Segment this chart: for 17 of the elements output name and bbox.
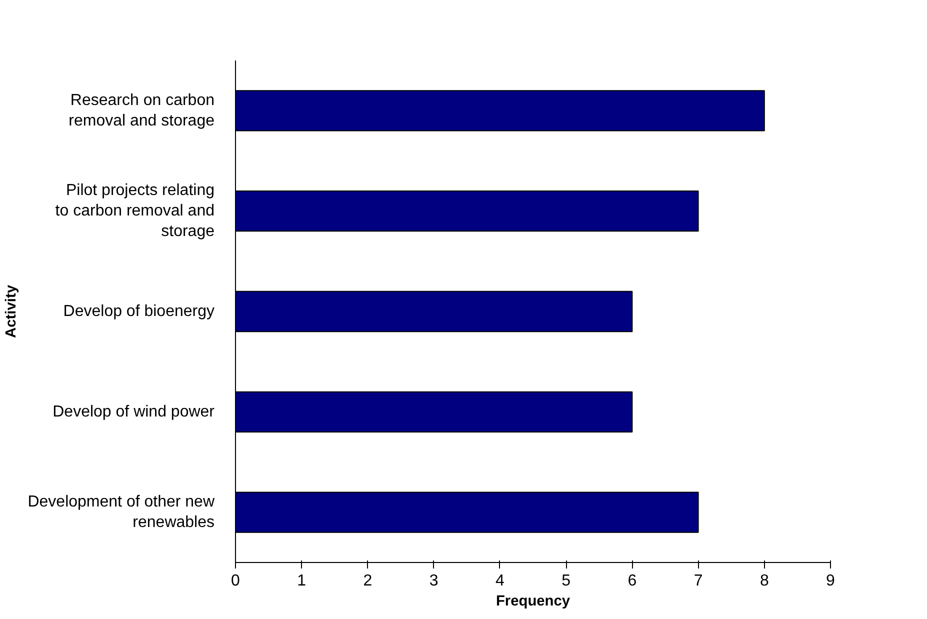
x-tick-label: 2 — [363, 572, 372, 590]
x-tick-label: 0 — [231, 572, 240, 590]
y-tick-label: Research on carbon removal and storage — [68, 92, 215, 130]
y-tick-label: Develop of bioenergy — [63, 303, 215, 320]
x-tick-label: 3 — [429, 572, 438, 590]
x-tick-label: 7 — [694, 572, 703, 590]
y-tick-label: Pilot projects relating to carbon removal and storage — [55, 182, 215, 240]
x-tick-label: 8 — [760, 572, 769, 590]
x-tick-label: 4 — [495, 572, 504, 590]
y-axis-title: Activity — [4, 284, 20, 338]
x-tick-label: 6 — [628, 572, 637, 590]
x-tick-label: 1 — [297, 572, 306, 590]
x-tick-label: 5 — [562, 572, 571, 590]
x-axis-title: Frequency — [496, 594, 571, 610]
y-tick-label: Development of other new renewables — [28, 494, 215, 531]
y-tick-label: Develop of wind power — [52, 403, 216, 420]
x-tick-label: 9 — [826, 572, 836, 590]
